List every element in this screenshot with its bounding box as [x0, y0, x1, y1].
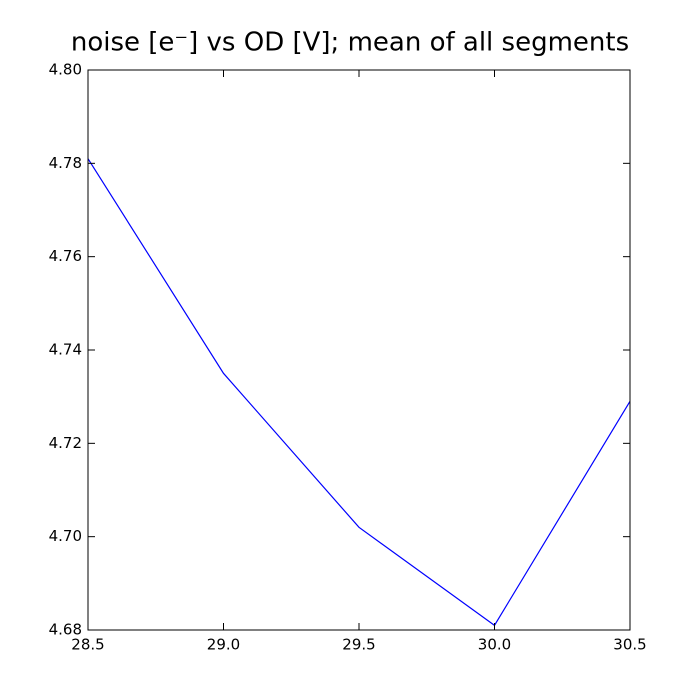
y-tick-label: 4.68: [49, 621, 82, 639]
x-tick-label: 28.5: [71, 636, 104, 654]
plot-frame: [87, 69, 631, 631]
y-tick-label: 4.74: [49, 341, 82, 359]
y-tick-label: 4.76: [49, 247, 82, 265]
x-tick-label: 30.5: [613, 636, 646, 654]
x-tick-label: 29.5: [342, 636, 375, 654]
y-tick-label: 4.70: [49, 527, 82, 545]
y-tick-label: 4.80: [49, 61, 82, 79]
x-tick-label: 29.0: [207, 636, 240, 654]
x-tick-label: 30.0: [478, 636, 511, 654]
data-line: [87, 158, 631, 627]
y-tick-label: 4.72: [49, 434, 82, 452]
chart-title: noise [e⁻] vs OD [V]; mean of all segmen…: [71, 28, 629, 58]
y-tick-label: 4.78: [49, 154, 82, 172]
